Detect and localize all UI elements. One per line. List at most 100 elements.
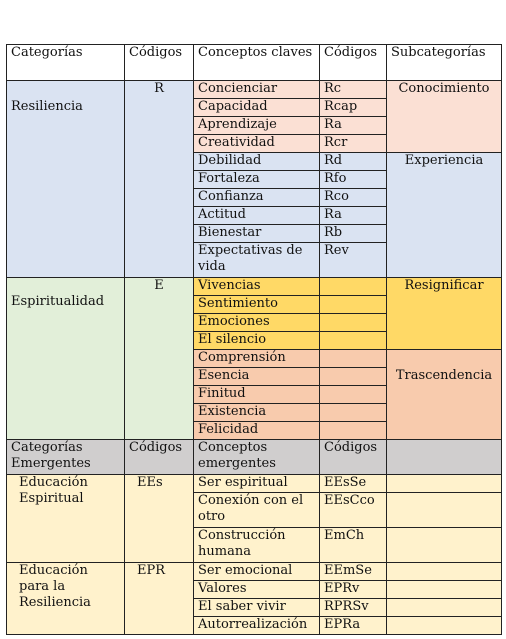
code-cell: Ra bbox=[319, 206, 387, 225]
code-cell bbox=[319, 385, 387, 404]
table-row: Finitud bbox=[7, 385, 502, 404]
category-educacion-espiritual: Educación Espiritual bbox=[6, 474, 125, 563]
code-cell bbox=[319, 313, 387, 332]
code-cell: EEsCco bbox=[319, 492, 387, 528]
table-row: El saber vivir RPRSv bbox=[7, 598, 502, 617]
code-cell: Rc bbox=[319, 80, 387, 99]
code-cell: EmCh bbox=[319, 527, 387, 563]
code-cell: Rcr bbox=[319, 134, 387, 153]
table-row: Autorrealización EPRa bbox=[7, 616, 502, 635]
table-row: Capacidad Rcap bbox=[7, 98, 502, 117]
concept-cell: Creatividad bbox=[193, 134, 320, 153]
concept-cell: Valores bbox=[193, 580, 320, 599]
code-cell: EEmSe bbox=[319, 562, 387, 581]
code-cell: Rb bbox=[319, 224, 387, 243]
code-cell: EPRv bbox=[319, 580, 387, 599]
header-conceptos: Conceptos claves bbox=[193, 44, 320, 81]
table-header-row: Categorías Códigos Conceptos claves Códi… bbox=[6, 44, 502, 81]
emergent-header-row: Categorías Emergentes Códigos Conceptos … bbox=[6, 439, 502, 475]
category-resiliencia: Resiliencia bbox=[6, 80, 125, 278]
table-row: Expectativas de vida Rev bbox=[7, 242, 502, 278]
table-row: Bienestar Rb bbox=[7, 224, 502, 243]
code-cell bbox=[319, 349, 387, 368]
concept-cell: Aprendizaje bbox=[193, 116, 320, 135]
code-educacion-resiliencia: EPR bbox=[124, 562, 194, 635]
subcategory-experiencia: Experiencia bbox=[386, 152, 502, 278]
code-cell: RPRSv bbox=[319, 598, 387, 617]
subcategory-conocimiento: Conocimiento bbox=[386, 80, 502, 153]
concept-cell: Ser espiritual bbox=[193, 474, 320, 493]
subcategory-cell bbox=[386, 598, 502, 617]
subcategory-cell bbox=[386, 492, 502, 528]
concept-cell: Confianza bbox=[193, 188, 320, 207]
concept-cell: Finitud bbox=[193, 385, 320, 404]
code-cell: Rd bbox=[319, 152, 387, 171]
table-row: Esencia bbox=[7, 367, 502, 386]
code-cell bbox=[319, 367, 387, 386]
concept-cell: Concienciar bbox=[193, 80, 320, 99]
table-row: Existencia bbox=[7, 403, 502, 422]
subcategory-cell bbox=[386, 580, 502, 599]
concept-cell: Comprensión bbox=[193, 349, 320, 368]
header-codigos-2: Códigos bbox=[319, 44, 387, 81]
subcategory-cell bbox=[386, 527, 502, 563]
concept-cell: Vivencias bbox=[193, 277, 320, 296]
category-espiritualidad: Espiritualidad bbox=[6, 277, 125, 440]
table-row: Creatividad Rcr bbox=[7, 134, 502, 153]
code-cell: Rcap bbox=[319, 98, 387, 117]
concept-cell: Debilidad bbox=[193, 152, 320, 171]
code-cell: Rco bbox=[319, 188, 387, 207]
concept-cell: Bienestar bbox=[193, 224, 320, 243]
header-codigos: Códigos bbox=[124, 44, 194, 81]
code-cell: EPRa bbox=[319, 616, 387, 635]
subcategory-cell bbox=[386, 562, 502, 581]
subcategory-resignificar: Resignificar bbox=[386, 277, 502, 350]
categories-table: Categorías Códigos Conceptos claves Códi… bbox=[6, 44, 502, 635]
code-cell: Rfo bbox=[319, 170, 387, 189]
subcategory-cell bbox=[386, 474, 502, 493]
code-cell: Rev bbox=[319, 242, 387, 278]
emergent-header-conceptos: Conceptos emergentes bbox=[193, 439, 320, 475]
code-cell bbox=[319, 421, 387, 440]
concept-cell: El saber vivir bbox=[193, 598, 320, 617]
subcategory-trascendencia: Trascendencia bbox=[386, 349, 502, 440]
code-cell bbox=[319, 277, 387, 296]
table-row: Confianza Rco bbox=[7, 188, 502, 207]
concept-cell: Esencia bbox=[193, 367, 320, 386]
concept-cell: Fortaleza bbox=[193, 170, 320, 189]
code-cell: EEsSe bbox=[319, 474, 387, 493]
table-row: Educación Espiritual EEs Ser espiritual … bbox=[6, 474, 502, 563]
concept-cell: Construcción humana bbox=[193, 527, 320, 563]
table-row: Felicidad bbox=[7, 421, 502, 440]
table-row: Espiritualidad E Vivencias Resignificar bbox=[6, 277, 502, 440]
concept-cell: El silencio bbox=[193, 331, 320, 350]
category-educacion-resiliencia: Educación para la Resiliencia bbox=[6, 562, 125, 635]
concept-cell: Sentimiento bbox=[193, 295, 320, 314]
header-categorias: Categorías bbox=[6, 44, 125, 81]
table-row: Fortaleza Rfo bbox=[7, 170, 502, 189]
emergent-header-empty bbox=[386, 439, 502, 475]
concept-cell: Existencia bbox=[193, 403, 320, 422]
concept-cell: Conexión con el otro bbox=[193, 492, 320, 528]
concept-cell: Autorrealización bbox=[193, 616, 320, 635]
table-row: Conexión con el otro EEsCco bbox=[7, 492, 502, 528]
code-cell bbox=[319, 295, 387, 314]
code-educacion-espiritual: EEs bbox=[124, 474, 194, 563]
emergent-header-codigos: Códigos bbox=[124, 439, 194, 475]
table-row: Resiliencia R Concienciar Rc Conocimient… bbox=[6, 80, 502, 278]
table-row: Aprendizaje Ra bbox=[7, 116, 502, 135]
concept-cell: Actitud bbox=[193, 206, 320, 225]
concept-cell: Ser emocional bbox=[193, 562, 320, 581]
concept-cell: Felicidad bbox=[193, 421, 320, 440]
code-cell bbox=[319, 403, 387, 422]
code-cell bbox=[319, 331, 387, 350]
table-row: Debilidad Rd Experiencia bbox=[7, 152, 502, 278]
code-espiritualidad: E bbox=[124, 277, 194, 440]
table-row: Construcción humana EmCh bbox=[7, 527, 502, 563]
subcategory-cell bbox=[386, 616, 502, 635]
concept-cell: Expectativas de vida bbox=[193, 242, 320, 278]
emergent-header-categorias: Categorías Emergentes bbox=[6, 439, 125, 475]
code-cell: Ra bbox=[319, 116, 387, 135]
concept-cell: Emociones bbox=[193, 313, 320, 332]
concept-cell: Capacidad bbox=[193, 98, 320, 117]
